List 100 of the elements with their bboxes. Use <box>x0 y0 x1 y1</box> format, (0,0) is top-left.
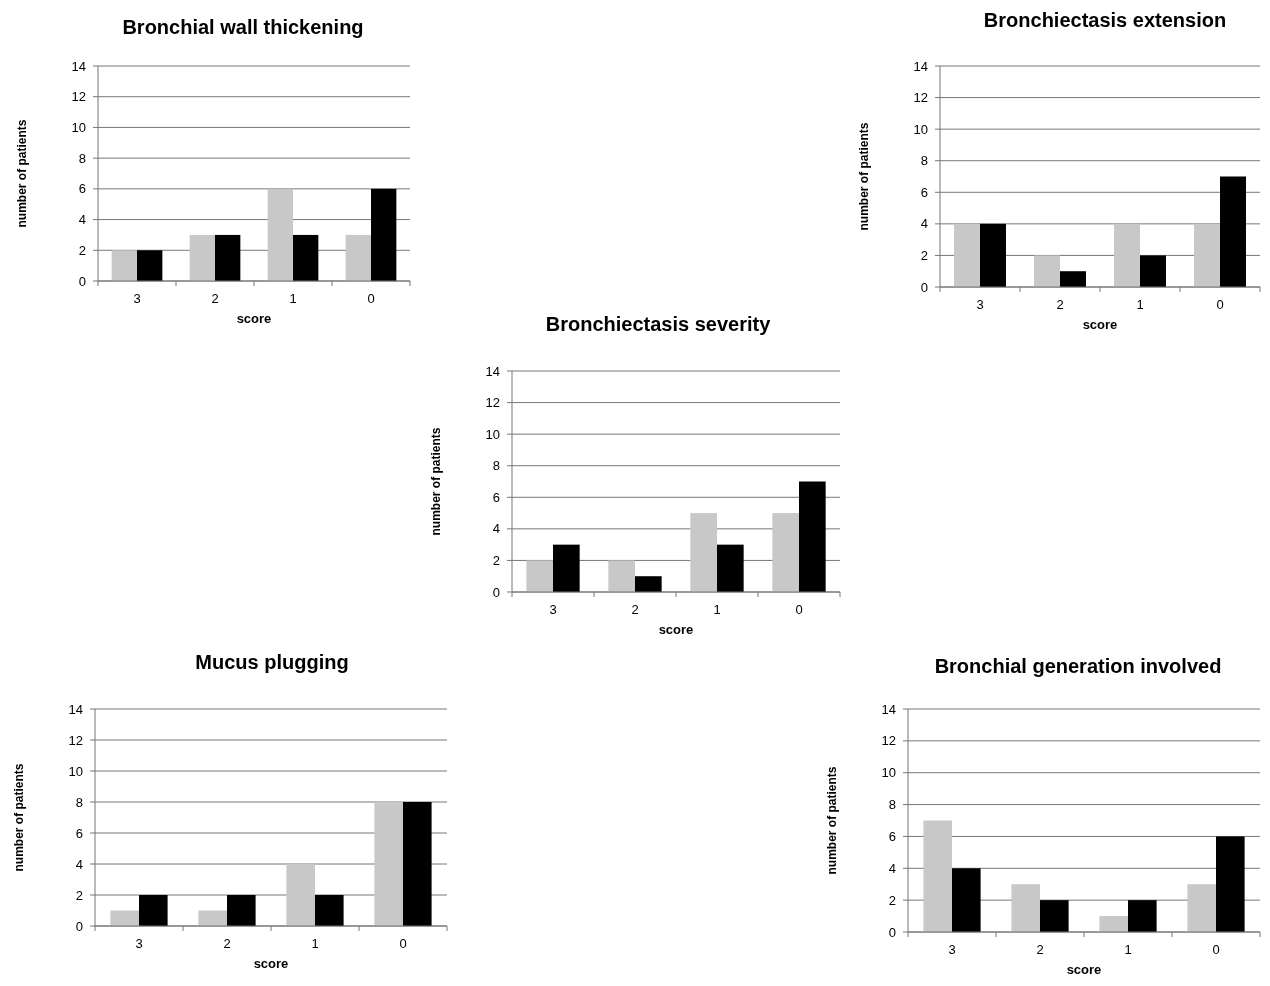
bar <box>1194 223 1220 287</box>
bar <box>371 188 397 281</box>
x-tick-label: 0 <box>1216 297 1224 312</box>
x-tick-label: 2 <box>1056 297 1064 312</box>
bar <box>110 910 139 926</box>
x-tick-label: 3 <box>133 291 141 306</box>
y-tick-label: 6 <box>920 184 928 200</box>
bar <box>1040 900 1069 932</box>
bar <box>952 868 981 932</box>
bar <box>137 250 163 281</box>
bar <box>1128 900 1157 932</box>
chart-title: Mucus plugging <box>195 651 349 673</box>
x-axis-title: score <box>658 622 694 637</box>
y-tick-label: 12 <box>913 90 928 106</box>
bar <box>717 544 744 592</box>
bar <box>1060 271 1086 287</box>
bar <box>608 560 635 592</box>
y-tick-label: 4 <box>920 216 928 232</box>
chart-title: Bronchiectasis severity <box>545 313 772 335</box>
y-tick-label: 10 <box>881 765 896 781</box>
y-tick-label: 12 <box>881 733 896 749</box>
y-tick-label: 0 <box>492 584 500 600</box>
y-tick-label: 14 <box>881 701 896 717</box>
bar <box>374 802 403 926</box>
y-tick-label: 2 <box>75 887 83 903</box>
bar <box>923 820 952 932</box>
y-tick-label: 2 <box>888 892 896 908</box>
x-tick-label: 1 <box>713 602 721 617</box>
x-tick-label: 1 <box>289 291 297 306</box>
y-tick-label: 14 <box>913 58 928 74</box>
bar <box>1034 255 1060 287</box>
bar <box>293 234 319 281</box>
y-axis-title: number of patients <box>429 427 443 536</box>
x-tick-label: 0 <box>367 291 375 306</box>
chart-title: Bronchial wall thickening <box>122 16 364 38</box>
x-tick-label: 3 <box>948 942 956 957</box>
bar <box>954 223 980 287</box>
bar <box>553 544 580 592</box>
chart-title: Bronchiectasis extension <box>983 9 1227 31</box>
bar <box>139 895 168 926</box>
y-tick-label: 0 <box>920 279 928 295</box>
bar <box>1114 223 1140 287</box>
y-tick-label: 0 <box>888 924 896 940</box>
bar <box>286 864 315 926</box>
y-tick-label: 14 <box>71 58 86 74</box>
bar <box>189 234 215 281</box>
bar <box>690 513 717 592</box>
bar <box>111 250 137 281</box>
x-tick-label: 3 <box>976 297 984 312</box>
bar <box>1220 176 1246 287</box>
bar <box>526 560 553 592</box>
y-tick-label: 2 <box>492 552 500 568</box>
bar <box>1140 255 1166 287</box>
y-tick-label: 4 <box>78 212 86 228</box>
x-tick-label: 2 <box>223 936 231 951</box>
y-tick-label: 8 <box>888 797 896 813</box>
y-tick-label: 10 <box>485 426 500 442</box>
x-axis-title: score <box>253 956 289 971</box>
x-axis-title: score <box>1066 962 1102 977</box>
bar <box>1099 916 1128 932</box>
bar <box>215 234 241 281</box>
x-axis-title: score <box>236 311 272 326</box>
bar <box>403 802 432 926</box>
x-tick-label: 1 <box>1124 942 1132 957</box>
y-tick-label: 6 <box>888 828 896 844</box>
bar <box>227 895 256 926</box>
x-axis-title: score <box>1082 317 1118 332</box>
x-tick-label: 1 <box>311 936 319 951</box>
y-tick-label: 14 <box>68 701 83 717</box>
y-tick-label: 8 <box>78 150 86 166</box>
y-tick-label: 6 <box>75 825 83 841</box>
y-tick-label: 8 <box>75 794 83 810</box>
bar <box>1011 884 1040 932</box>
x-tick-label: 2 <box>1036 942 1044 957</box>
y-tick-label: 12 <box>68 732 83 748</box>
y-axis-title: number of patients <box>15 119 29 228</box>
bar <box>267 188 293 281</box>
bar <box>1216 836 1245 932</box>
x-tick-label: 0 <box>795 602 803 617</box>
y-tick-label: 0 <box>78 273 86 289</box>
y-tick-label: 12 <box>485 395 500 411</box>
x-tick-label: 1 <box>1136 297 1144 312</box>
y-tick-label: 4 <box>888 860 896 876</box>
x-tick-label: 3 <box>549 602 557 617</box>
bar <box>799 481 826 592</box>
y-tick-label: 4 <box>75 856 83 872</box>
bar <box>345 234 371 281</box>
y-tick-label: 8 <box>492 458 500 474</box>
y-axis-title: number of patients <box>825 766 839 875</box>
y-tick-label: 0 <box>75 918 83 934</box>
bar <box>315 895 344 926</box>
y-tick-label: 10 <box>68 763 83 779</box>
bar <box>635 576 662 592</box>
y-tick-label: 4 <box>492 521 500 537</box>
y-tick-label: 12 <box>71 89 86 105</box>
y-tick-label: 8 <box>920 153 928 169</box>
chart-title: Bronchial generation involved <box>934 655 1222 677</box>
y-tick-label: 2 <box>78 242 86 258</box>
x-tick-label: 0 <box>1212 942 1220 957</box>
x-tick-label: 3 <box>135 936 143 951</box>
